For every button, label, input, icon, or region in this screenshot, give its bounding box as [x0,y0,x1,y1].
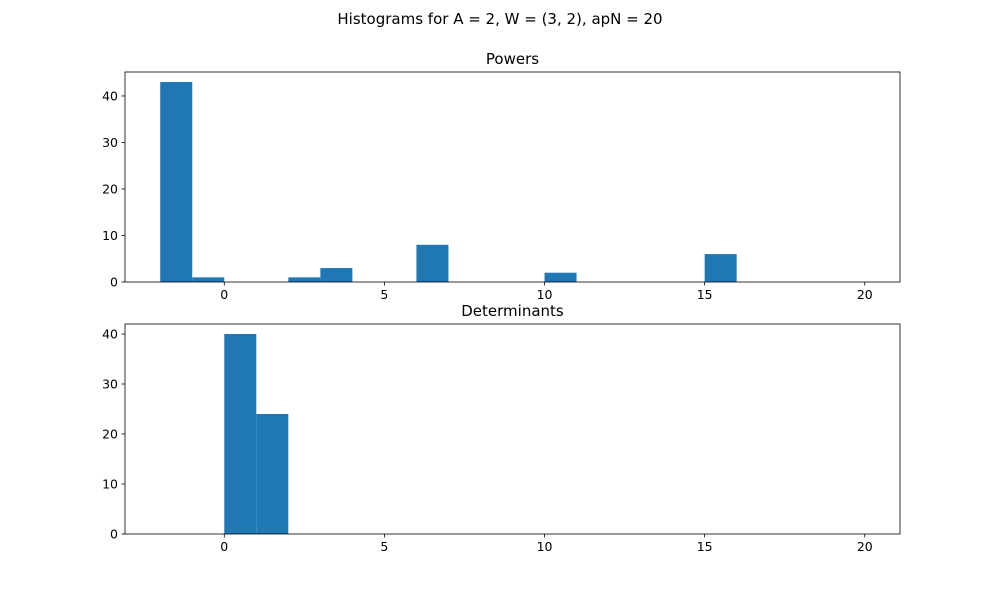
figure-title: Histograms for A = 2, W = (3, 2), apN = … [337,10,662,28]
powers-bar-2 [288,277,321,282]
determinants-ytick-label-4: 40 [102,327,118,342]
powers-axes-frame [124,71,901,283]
determinants-bar-1 [256,414,289,534]
powers-ytick-label-0: 0 [110,275,118,290]
determinants-xtick-label-1: 5 [380,539,388,554]
determinants-axes-frame [124,323,901,535]
powers-xtick-label-0: 0 [220,287,228,302]
powers-xtick-label-3: 15 [697,287,713,302]
determinants-xtick-label-0: 0 [220,539,228,554]
determinants-xtick-label-4: 20 [857,539,873,554]
powers-bar-5 [544,272,577,282]
powers-xtick-label-4: 20 [857,287,873,302]
powers-ytick-label-2: 20 [102,181,118,196]
determinants-ytick-label-0: 0 [110,527,118,542]
powers-title: Powers [486,50,539,68]
determinants-xtick-label-2: 10 [537,539,553,554]
determinants-title: Determinants [461,302,564,320]
powers-ytick-label-3: 30 [102,135,118,150]
powers-bar-0 [160,82,193,282]
determinants-xtick-label-3: 15 [697,539,713,554]
powers-xtick-label-2: 10 [537,287,553,302]
powers-bar-3 [320,268,353,282]
powers-bar-4 [416,244,449,282]
determinants-ytick-label-2: 20 [102,427,118,442]
determinants-ytick-label-3: 30 [102,377,118,392]
powers-histogram: 0 5 10 15 20 0 10 20 30 40 Powers [102,50,901,302]
determinants-bar-0 [224,334,257,534]
powers-xtick-label-1: 5 [380,287,388,302]
powers-bar-1 [192,277,225,282]
powers-bar-6 [704,254,737,282]
determinants-ytick-label-1: 10 [102,477,118,492]
determinants-histogram: 0 5 10 15 20 0 10 20 30 40 Determinants [102,302,901,554]
powers-ytick-label-1: 10 [102,228,118,243]
powers-ytick-label-4: 40 [102,88,118,103]
